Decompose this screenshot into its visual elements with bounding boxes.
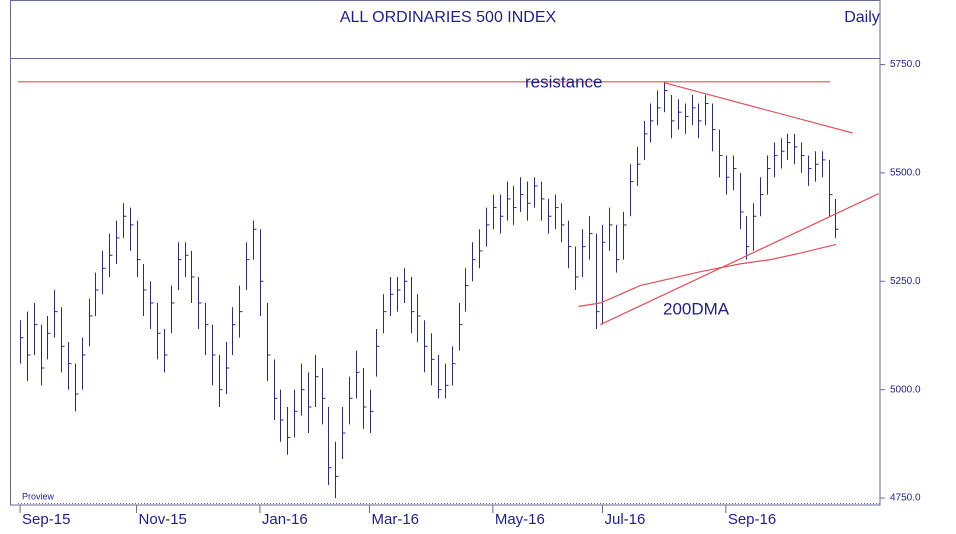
line-label: resistance bbox=[525, 72, 602, 91]
trend-line bbox=[578, 243, 837, 307]
x-tick-label: Sep-15 bbox=[22, 511, 70, 528]
x-tick-label: Sep-16 bbox=[728, 511, 776, 528]
trend-line bbox=[600, 193, 879, 326]
line-label: 200DMA bbox=[663, 299, 730, 318]
x-tick-label: May-16 bbox=[495, 511, 545, 528]
chart-title: ALL ORDINARIES 500 INDEX bbox=[340, 9, 557, 26]
x-tick-label: Jan-16 bbox=[262, 511, 308, 528]
x-tick-label: Nov-15 bbox=[139, 511, 187, 528]
frame bbox=[10, 0, 881, 506]
y-tick-label: 5250.0 bbox=[890, 276, 921, 287]
watermark: Proview bbox=[22, 491, 55, 501]
y-tick-label: 4750.0 bbox=[890, 493, 921, 504]
trend-line bbox=[664, 82, 853, 134]
x-tick-label: Jul-16 bbox=[604, 511, 645, 528]
x-tick-label: Mar-16 bbox=[372, 511, 420, 528]
y-tick-label: 5750.0 bbox=[890, 59, 921, 70]
y-tick-label: 5500.0 bbox=[890, 168, 921, 179]
period-label: Daily bbox=[844, 9, 880, 26]
y-tick-label: 5000.0 bbox=[890, 384, 921, 395]
